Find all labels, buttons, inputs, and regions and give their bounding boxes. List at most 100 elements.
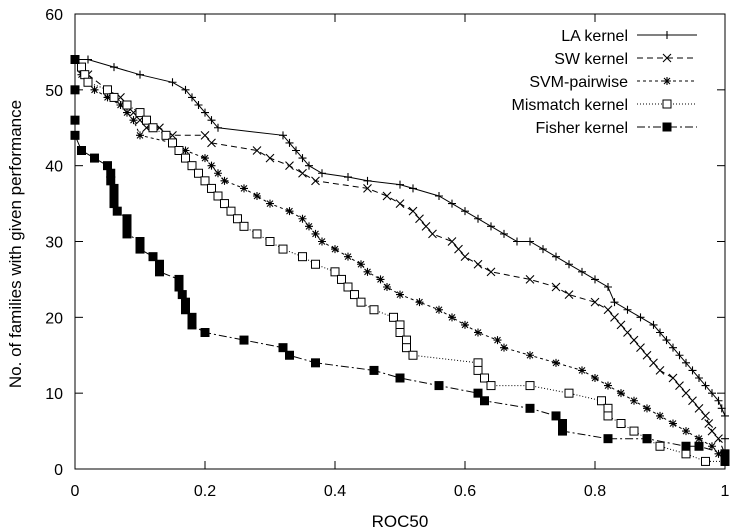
data-point [168,78,177,87]
data-point [603,434,613,444]
y-tick-label: 0 [54,462,63,479]
data-point [714,434,723,444]
data-point [461,207,469,216]
data-point [214,169,222,178]
data-point [565,260,573,269]
data-point [675,381,684,390]
data-point [604,283,612,291]
data-point [363,184,372,193]
data-point [604,381,612,390]
data-point [694,403,704,413]
data-point [486,381,496,391]
data-point [200,328,210,337]
data-point [473,259,483,269]
data-point [721,434,729,443]
data-point [278,244,288,254]
y-tick-label: 40 [45,159,63,176]
data-point [493,336,502,345]
data-point [220,199,229,209]
data-point [591,374,599,382]
data-point [187,320,197,330]
data-point [480,373,489,383]
data-point [161,130,171,140]
data-point [84,55,92,64]
data-point [181,297,190,307]
data-point [551,411,561,421]
data-point [376,275,385,284]
data-point [174,146,184,155]
data-point [707,426,717,436]
data-point [603,403,613,413]
data-point [564,388,574,398]
data-point [148,123,158,133]
data-point [123,108,131,117]
data-point [695,374,703,382]
series-la-kernel [71,55,729,458]
data-point [408,350,418,360]
data-point [649,358,658,368]
data-point [714,449,723,458]
data-point [382,191,392,201]
data-point [552,358,560,367]
data-point [106,168,116,178]
data-point [70,85,80,95]
data-point [285,207,294,216]
data-point [708,389,716,398]
data-point [720,456,730,466]
data-point [200,130,210,140]
data-point [298,252,307,262]
data-point [616,419,626,428]
data-point [305,161,313,170]
data-point [643,404,651,413]
x-tick-label: 0.4 [324,483,346,500]
data-point [292,146,300,155]
data-point [642,350,652,360]
data-point [77,146,86,155]
data-point [357,260,365,269]
data-point [636,313,645,322]
data-point [623,305,632,314]
data-point [207,138,216,148]
data-point [311,259,320,269]
data-point [331,245,339,254]
data-point [448,313,456,322]
data-point [240,184,248,193]
data-point [701,456,710,466]
data-point [617,389,625,398]
data-point [610,298,619,307]
legend-marker [662,99,672,109]
data-point [90,85,99,94]
data-point [194,101,203,109]
data-point [662,336,671,345]
data-point [252,229,262,239]
data-point [408,206,418,216]
series-line [74,59,726,462]
data-point [207,161,216,170]
data-point [473,358,483,368]
x-tick-label: 0.8 [584,483,606,500]
legend-marker [663,31,671,39]
data-point [80,70,90,80]
data-point [311,229,320,238]
data-point [564,290,574,299]
data-point [682,358,690,367]
data-point [112,206,122,216]
data-point [681,441,691,451]
data-point [500,343,508,352]
data-point [421,221,431,231]
data-point [428,229,437,239]
data-point [395,199,405,208]
data-point [435,305,443,314]
x-axis-label: ROC50 [372,512,429,531]
y-tick-label: 60 [45,7,63,24]
data-point [409,184,417,193]
data-point [343,282,353,292]
data-point [486,267,496,277]
data-point [578,366,586,375]
data-point [298,168,307,178]
data-point [688,366,697,375]
data-point [694,441,704,451]
data-point [669,419,677,428]
data-point [369,365,379,375]
data-point [174,282,184,292]
